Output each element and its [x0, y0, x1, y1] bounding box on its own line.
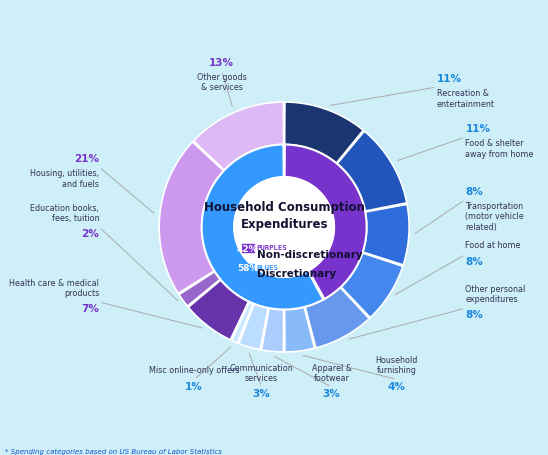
Text: Housing, utilities,
and fuels: Housing, utilities, and fuels: [30, 169, 99, 188]
Polygon shape: [305, 288, 369, 348]
Bar: [242, 264, 254, 272]
Text: Discretionary: Discretionary: [256, 268, 336, 278]
Text: Other personal
expenditures: Other personal expenditures: [465, 284, 526, 303]
Polygon shape: [239, 304, 268, 350]
Polygon shape: [232, 302, 253, 343]
Text: Other goods
& services: Other goods & services: [197, 73, 247, 92]
Text: 8%: 8%: [465, 256, 483, 266]
Text: Food at home: Food at home: [465, 241, 521, 250]
Text: Apparel &
footwear: Apparel & footwear: [312, 363, 352, 382]
Text: Transportation
(motor vehicle
related): Transportation (motor vehicle related): [465, 201, 524, 231]
Polygon shape: [284, 103, 363, 164]
Text: * Spending categories based on US Bureau of Labor Statistics: * Spending categories based on US Bureau…: [5, 448, 222, 454]
Text: 11%: 11%: [465, 124, 490, 134]
Text: 4%: 4%: [387, 381, 406, 391]
Text: Household
furnishing: Household furnishing: [375, 355, 418, 374]
Circle shape: [234, 177, 334, 278]
Text: 8%: 8%: [465, 310, 483, 320]
Polygon shape: [189, 280, 249, 340]
Text: 1%: 1%: [185, 381, 203, 391]
Text: Misc online-only offers: Misc online-only offers: [149, 366, 239, 374]
Polygon shape: [202, 145, 323, 310]
Polygon shape: [284, 307, 315, 352]
Polygon shape: [337, 132, 407, 212]
Text: BLUES: BLUES: [256, 264, 278, 270]
Text: Communication
services: Communication services: [230, 363, 294, 382]
Polygon shape: [179, 272, 220, 306]
Text: PURPLES: PURPLES: [256, 245, 287, 251]
Text: Non-discretionary: Non-discretionary: [256, 249, 362, 259]
Text: Household Consumption
Expenditures: Household Consumption Expenditures: [204, 200, 364, 230]
Bar: [242, 245, 254, 253]
Text: 2%: 2%: [82, 229, 99, 239]
Text: Health care & medical
products: Health care & medical products: [9, 278, 99, 297]
Text: 3%: 3%: [253, 389, 271, 399]
Text: Food & shelter
away from home: Food & shelter away from home: [465, 139, 534, 158]
Text: 8%: 8%: [465, 187, 483, 196]
Text: 13%: 13%: [209, 58, 234, 68]
Text: Education books,
fees, tuition: Education books, fees, tuition: [30, 203, 99, 222]
Polygon shape: [284, 145, 367, 299]
Polygon shape: [193, 103, 284, 171]
Text: 42%: 42%: [237, 244, 259, 253]
Text: 3%: 3%: [323, 389, 340, 399]
Polygon shape: [363, 205, 409, 265]
Text: 11%: 11%: [437, 74, 461, 84]
Text: Recreation &
entertainment: Recreation & entertainment: [437, 89, 495, 108]
Polygon shape: [159, 143, 224, 293]
Text: 7%: 7%: [81, 303, 99, 313]
Text: 21%: 21%: [74, 154, 99, 164]
Text: 58%: 58%: [237, 263, 258, 273]
Polygon shape: [341, 253, 403, 318]
Polygon shape: [261, 308, 284, 352]
